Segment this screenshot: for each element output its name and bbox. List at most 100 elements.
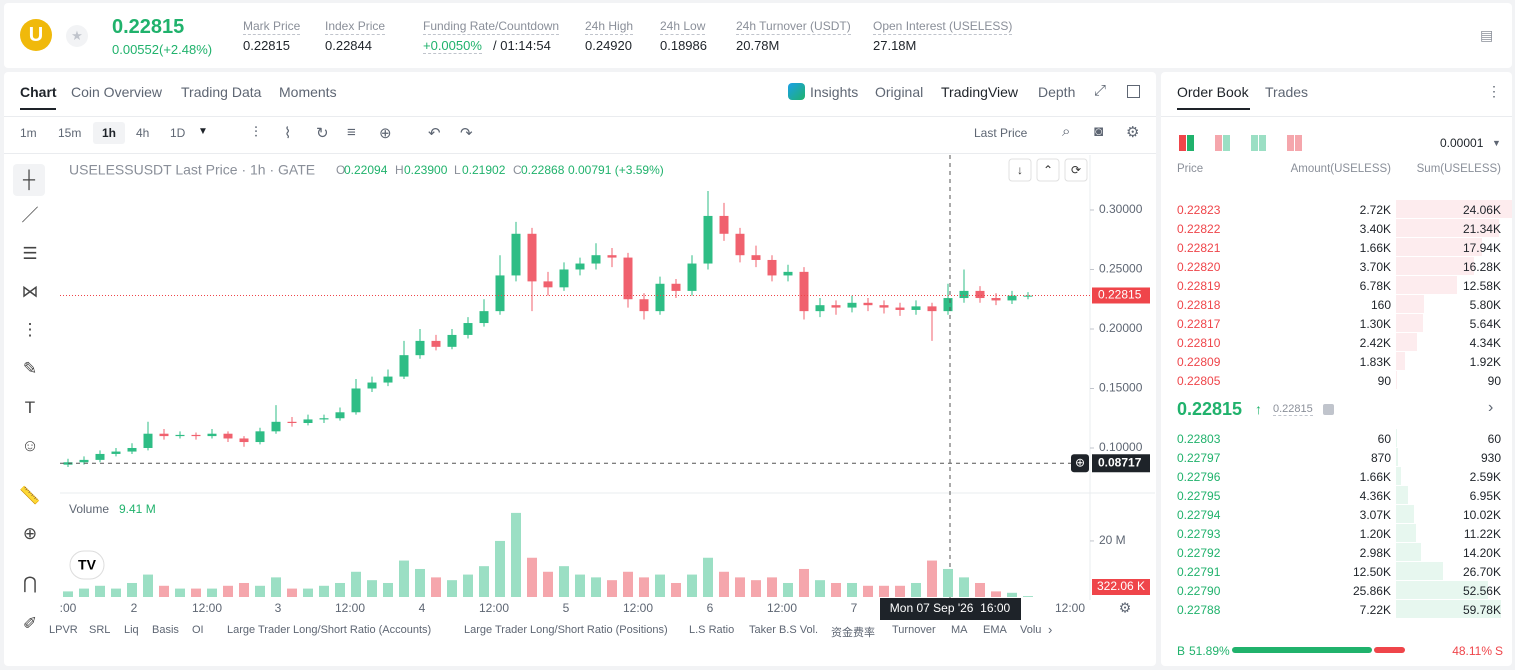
tool-icon[interactable]: ↶ bbox=[428, 125, 441, 142]
interval-button[interactable]: 15m bbox=[58, 126, 82, 140]
favorite-button[interactable]: ★ bbox=[66, 25, 88, 47]
sum: 17.94K bbox=[1462, 241, 1501, 255]
layout-button[interactable] bbox=[1223, 135, 1230, 151]
sum: 930 bbox=[1480, 451, 1501, 465]
interval-button[interactable]: 4h bbox=[136, 126, 150, 140]
price-type[interactable]: Last Price bbox=[974, 126, 1028, 140]
tab[interactable]: Trading Data bbox=[181, 84, 262, 100]
tab-underline bbox=[20, 108, 56, 110]
drawing-tool[interactable]: ✐ bbox=[22, 614, 38, 633]
drawing-tool[interactable]: ／ bbox=[21, 206, 39, 225]
tool-icon[interactable]: ⌕ bbox=[1062, 123, 1071, 140]
amount: 3.07K bbox=[1359, 508, 1391, 522]
drawing-tool[interactable]: T bbox=[24, 398, 36, 417]
indicator[interactable]: Volu bbox=[1020, 624, 1042, 636]
indicator[interactable]: L.S Ratio bbox=[689, 624, 735, 636]
indicator[interactable]: Liq bbox=[124, 624, 139, 636]
price: 0.22791 bbox=[1177, 565, 1221, 579]
dropdown[interactable]: ▼ bbox=[1492, 138, 1501, 148]
layout-button[interactable] bbox=[1287, 135, 1294, 151]
indicator[interactable]: Large Trader Long/Short Ratio (Positions… bbox=[464, 624, 668, 636]
layout-button[interactable] bbox=[1187, 135, 1194, 151]
scroll-right[interactable]: › bbox=[1048, 622, 1053, 637]
depth-bar bbox=[1396, 581, 1489, 599]
indicator[interactable]: Large Trader Long/Short Ratio (Accounts) bbox=[227, 624, 432, 636]
view-tab[interactable]: Insights bbox=[810, 84, 859, 100]
depth-bar bbox=[1396, 467, 1401, 485]
dropdown[interactable]: ▼ bbox=[198, 126, 208, 137]
drawing-tool[interactable]: ☰ bbox=[22, 244, 38, 263]
price: 0.22821 bbox=[1177, 241, 1221, 255]
price: 0.22817 bbox=[1177, 317, 1221, 331]
tab[interactable]: Moments bbox=[279, 84, 337, 100]
layout-button[interactable] bbox=[1179, 135, 1186, 151]
layout-button[interactable] bbox=[1295, 135, 1302, 151]
view-tab[interactable]: Original bbox=[875, 84, 924, 100]
ob-tab[interactable]: Trades bbox=[1265, 84, 1309, 100]
drawing-tool[interactable]: ⋂ bbox=[23, 574, 37, 593]
stat-label: Funding Rate/Countdown bbox=[423, 19, 560, 35]
indicator[interactable]: LPVR bbox=[49, 624, 78, 636]
expand[interactable]: › bbox=[1488, 399, 1494, 416]
sum: 59.78K bbox=[1462, 603, 1501, 617]
icon[interactable]: ▤ bbox=[1480, 27, 1494, 43]
ob-tab[interactable]: Order Book bbox=[1177, 84, 1249, 100]
indicator[interactable]: Basis bbox=[152, 624, 179, 636]
tool-icon[interactable]: ≡ bbox=[347, 124, 356, 141]
indicator[interactable]: SRL bbox=[89, 624, 111, 636]
drawing-tool[interactable]: ┼ bbox=[13, 164, 45, 196]
price: 0.22790 bbox=[1177, 584, 1221, 598]
price: 0.22819 bbox=[1177, 279, 1221, 293]
tab[interactable]: Chart bbox=[20, 84, 57, 100]
more-icon[interactable]: ⋮ bbox=[1487, 83, 1501, 99]
tool-icon[interactable]: ↷ bbox=[460, 125, 473, 142]
amount: 870 bbox=[1370, 451, 1391, 465]
tool-icon[interactable]: ↻ bbox=[316, 125, 329, 142]
sell-letter: S bbox=[1494, 644, 1503, 658]
price: 0.22794 bbox=[1177, 508, 1221, 522]
indicator[interactable]: 资金费率 bbox=[831, 627, 875, 639]
tool-icon[interactable]: ◙ bbox=[1094, 123, 1104, 140]
view-tab[interactable]: Depth bbox=[1038, 84, 1076, 100]
drawing-tool[interactable]: ⋈ bbox=[21, 282, 39, 301]
amount: 3.70K bbox=[1359, 260, 1391, 274]
window-icon[interactable] bbox=[1127, 85, 1140, 98]
view-tab[interactable]: TradingView bbox=[941, 84, 1019, 100]
amount: 1.30K bbox=[1359, 317, 1391, 331]
interval-button[interactable]: 1D bbox=[170, 126, 186, 140]
fullscreen-icon[interactable]: ⤢ bbox=[1094, 82, 1107, 99]
drawing-tool[interactable]: ✎ bbox=[22, 359, 38, 378]
sum: 24.06K bbox=[1462, 203, 1501, 217]
sum: 11.22K bbox=[1463, 527, 1501, 541]
interval-button[interactable]: 1m bbox=[20, 126, 37, 140]
divider bbox=[1161, 116, 1512, 117]
tab[interactable]: Coin Overview bbox=[71, 84, 163, 100]
order-book-panel: Order Book Trades ⋮ 0.00001 ▼ Price Amount(USE… bbox=[1161, 72, 1512, 666]
indicator[interactable]: OI bbox=[192, 624, 204, 636]
interval-button[interactable]: 1h bbox=[93, 122, 126, 144]
tool-icon[interactable]: ⊕ bbox=[379, 125, 392, 142]
drawing-tool[interactable]: ⊕ bbox=[22, 524, 38, 543]
sell-bar bbox=[1373, 647, 1405, 653]
mid-price: 0.22815 bbox=[1177, 399, 1243, 419]
layout-button[interactable] bbox=[1251, 135, 1258, 151]
stat-value: 20.78M bbox=[736, 38, 780, 53]
indicator[interactable]: Turnover bbox=[892, 624, 936, 636]
layout-button[interactable] bbox=[1215, 135, 1222, 151]
tool-icon[interactable]: ⚙ bbox=[1126, 124, 1140, 141]
drawing-tool[interactable]: ☺ bbox=[21, 436, 39, 455]
stat-label: Open Interest (USELESS) bbox=[873, 19, 1013, 35]
depth-bar bbox=[1396, 219, 1499, 237]
tool-icon[interactable]: ⌇ bbox=[284, 125, 292, 142]
indicator[interactable]: Taker B.S Vol. bbox=[749, 624, 819, 636]
drawing-tool[interactable]: ⋮ bbox=[21, 320, 39, 339]
amount: 160 bbox=[1370, 298, 1391, 312]
indicator[interactable]: EMA bbox=[983, 624, 1007, 636]
drawing-tool[interactable]: 📏 bbox=[19, 486, 41, 505]
indicator[interactable]: MA bbox=[951, 624, 968, 636]
amount: 2.72K bbox=[1359, 203, 1391, 217]
layout-button[interactable] bbox=[1259, 135, 1266, 151]
precision[interactable]: 0.00001 bbox=[1440, 136, 1484, 150]
sum: 26.70K bbox=[1462, 565, 1501, 579]
tool-icon[interactable]: ⫶ bbox=[254, 124, 258, 141]
